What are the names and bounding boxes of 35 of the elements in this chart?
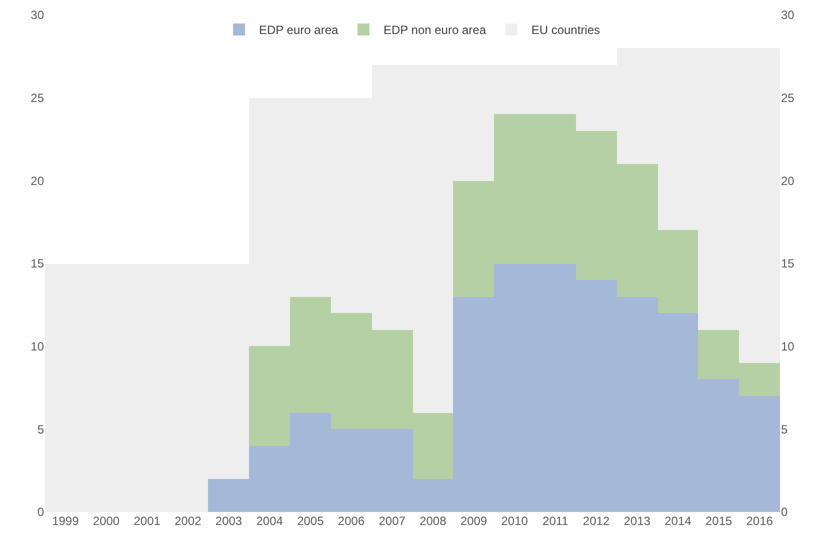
x-tick-label: 2004 bbox=[256, 514, 284, 528]
x-tick-label: 2000 bbox=[92, 514, 120, 528]
y2-tick-label: 5 bbox=[781, 422, 788, 436]
x-tick-label: 2012 bbox=[582, 514, 610, 528]
legend-label: EDP non euro area bbox=[383, 23, 486, 38]
x-tick-label: 2008 bbox=[420, 514, 447, 528]
y2-tick-label: 20 bbox=[781, 174, 795, 188]
x-tick-label: 2014 bbox=[664, 514, 692, 528]
y-tick-label: 30 bbox=[30, 8, 44, 22]
x-tick-label: 2010 bbox=[501, 514, 528, 528]
y-tick-label: 25 bbox=[30, 91, 44, 106]
x-tick-label: 2001 bbox=[134, 514, 161, 528]
y-tick-label: 5 bbox=[37, 422, 44, 436]
y-tick-label: 20 bbox=[30, 174, 44, 188]
x-tick-label: 2007 bbox=[378, 514, 406, 528]
y-tick-label: 15 bbox=[30, 256, 44, 271]
x-tick-label: 2013 bbox=[624, 514, 651, 528]
x-tick-label: 2005 bbox=[297, 514, 324, 528]
y2-tick-label: 0 bbox=[781, 505, 788, 520]
x-tick-label: 2003 bbox=[215, 514, 242, 528]
y2-tick-label: 25 bbox=[781, 91, 795, 106]
x-tick-label: 2002 bbox=[174, 514, 202, 528]
x-tick-label: 2011 bbox=[542, 514, 569, 528]
y2-tick-label: 10 bbox=[781, 340, 795, 354]
x-tick-label: 2009 bbox=[460, 514, 488, 528]
y2-tick-label: 30 bbox=[781, 8, 795, 22]
legend-label: EU countries bbox=[531, 23, 600, 38]
y-tick-label: 10 bbox=[30, 340, 44, 354]
x-tick-label: 2006 bbox=[338, 514, 365, 528]
x-tick-label: 2015 bbox=[705, 514, 732, 528]
x-tick-label: 2016 bbox=[746, 514, 774, 528]
x-tick-label: 1999 bbox=[52, 514, 80, 528]
y2-tick-label: 15 bbox=[781, 256, 795, 271]
legend-label: EDP euro area bbox=[259, 23, 338, 38]
y-tick-label: 0 bbox=[37, 505, 44, 520]
